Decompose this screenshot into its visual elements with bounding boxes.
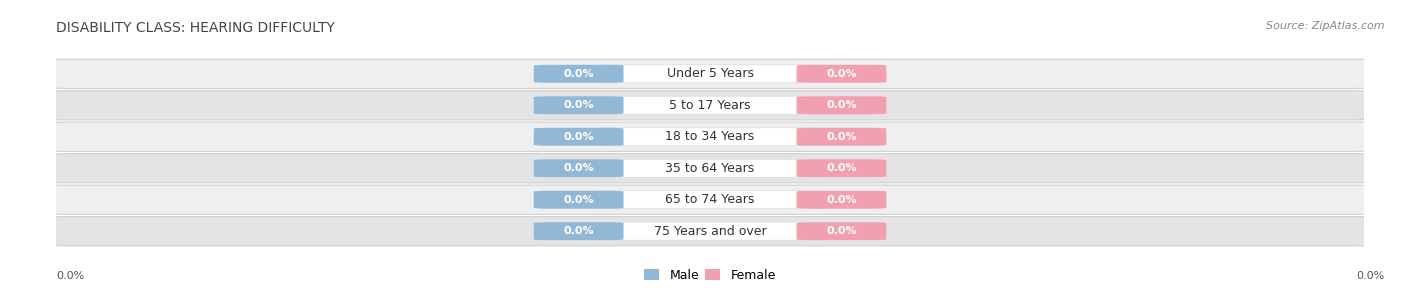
FancyBboxPatch shape (595, 159, 825, 177)
FancyBboxPatch shape (797, 128, 886, 146)
Text: 35 to 64 Years: 35 to 64 Years (665, 162, 755, 175)
Text: Under 5 Years: Under 5 Years (666, 67, 754, 80)
FancyBboxPatch shape (46, 122, 1374, 151)
Text: 0.0%: 0.0% (1357, 271, 1385, 281)
FancyBboxPatch shape (534, 159, 623, 177)
FancyBboxPatch shape (46, 217, 1374, 246)
FancyBboxPatch shape (797, 159, 886, 177)
Text: 0.0%: 0.0% (827, 100, 856, 110)
FancyBboxPatch shape (595, 96, 825, 114)
Text: 0.0%: 0.0% (827, 195, 856, 205)
FancyBboxPatch shape (797, 222, 886, 240)
Text: DISABILITY CLASS: HEARING DIFFICULTY: DISABILITY CLASS: HEARING DIFFICULTY (56, 21, 335, 35)
FancyBboxPatch shape (797, 96, 886, 114)
FancyBboxPatch shape (46, 59, 1374, 88)
Text: 0.0%: 0.0% (564, 132, 593, 142)
Text: Source: ZipAtlas.com: Source: ZipAtlas.com (1267, 21, 1385, 31)
Text: 75 Years and over: 75 Years and over (654, 225, 766, 238)
FancyBboxPatch shape (534, 222, 623, 240)
Text: 0.0%: 0.0% (564, 195, 593, 205)
Text: 0.0%: 0.0% (564, 226, 593, 236)
FancyBboxPatch shape (797, 191, 886, 209)
FancyBboxPatch shape (46, 154, 1374, 183)
Text: 0.0%: 0.0% (564, 100, 593, 110)
FancyBboxPatch shape (534, 128, 623, 146)
FancyBboxPatch shape (534, 191, 623, 209)
FancyBboxPatch shape (595, 191, 825, 209)
Text: 0.0%: 0.0% (827, 226, 856, 236)
FancyBboxPatch shape (534, 65, 623, 83)
FancyBboxPatch shape (46, 185, 1374, 214)
Text: 0.0%: 0.0% (56, 271, 84, 281)
FancyBboxPatch shape (595, 65, 825, 83)
Text: 0.0%: 0.0% (827, 69, 856, 79)
Text: 0.0%: 0.0% (564, 163, 593, 173)
FancyBboxPatch shape (534, 96, 623, 114)
Text: 0.0%: 0.0% (827, 163, 856, 173)
Text: 0.0%: 0.0% (564, 69, 593, 79)
Text: 5 to 17 Years: 5 to 17 Years (669, 99, 751, 112)
FancyBboxPatch shape (595, 128, 825, 146)
FancyBboxPatch shape (797, 65, 886, 83)
Legend: Male, Female: Male, Female (640, 264, 780, 287)
Text: 0.0%: 0.0% (827, 132, 856, 142)
FancyBboxPatch shape (595, 222, 825, 240)
Text: 18 to 34 Years: 18 to 34 Years (665, 130, 755, 143)
Text: 65 to 74 Years: 65 to 74 Years (665, 193, 755, 206)
FancyBboxPatch shape (46, 91, 1374, 120)
